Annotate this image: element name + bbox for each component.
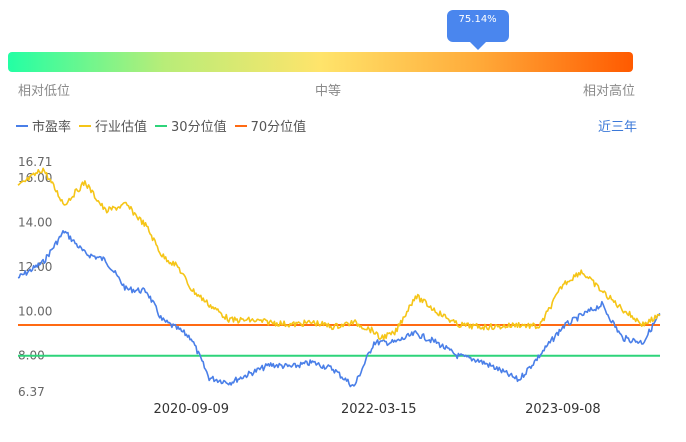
- legend-label-p70: 70分位值: [250, 120, 307, 135]
- legend-item-p30[interactable]: 30分位值: [155, 116, 227, 135]
- legend-swatch-p30: [155, 124, 168, 127]
- scale-label-high: 相对高位: [583, 84, 636, 99]
- legend-swatch-pe: [16, 124, 28, 127]
- legend-item-p70[interactable]: 70分位值: [234, 116, 307, 135]
- y-tick-label: 16.00: [18, 171, 52, 185]
- x-tick-label: 2020-09-09: [153, 402, 229, 417]
- legend-label-pe: 市盈率: [32, 120, 72, 135]
- legend-item-industry[interactable]: 行业估值: [79, 116, 147, 135]
- valuation-gradient-bar: [8, 52, 633, 72]
- legend-label-p30: 30分位值: [171, 120, 227, 135]
- y-tick-label: 14.00: [18, 215, 52, 229]
- chart-legend: 市盈率 行业估值 30分位值 70分位值: [16, 116, 314, 135]
- legend-swatch-industry: [79, 124, 92, 127]
- x-tick-label: 2023-09-08: [525, 402, 601, 417]
- percentile-bubble: 75.14%: [446, 10, 509, 42]
- percentile-value: 75.14%: [458, 14, 497, 25]
- bubble-pointer: [469, 42, 486, 50]
- scale-label-low: 相对低位: [18, 84, 71, 99]
- industry-series-line: [17, 167, 661, 341]
- y-tick-label: 6.37: [18, 385, 45, 399]
- y-tick-label: 10.00: [18, 304, 52, 318]
- pe-series-line: [17, 230, 661, 388]
- x-tick-label: 2022-03-15: [341, 402, 417, 417]
- y-tick-label: 16.71: [18, 155, 52, 169]
- legend-label-industry: 行业估值: [95, 120, 148, 135]
- scale-label-mid: 中等: [315, 84, 342, 99]
- legend-item-pe[interactable]: 市盈率: [16, 116, 71, 135]
- range-selector-button[interactable]: 近三年: [598, 120, 638, 135]
- legend-swatch-p70: [234, 124, 247, 127]
